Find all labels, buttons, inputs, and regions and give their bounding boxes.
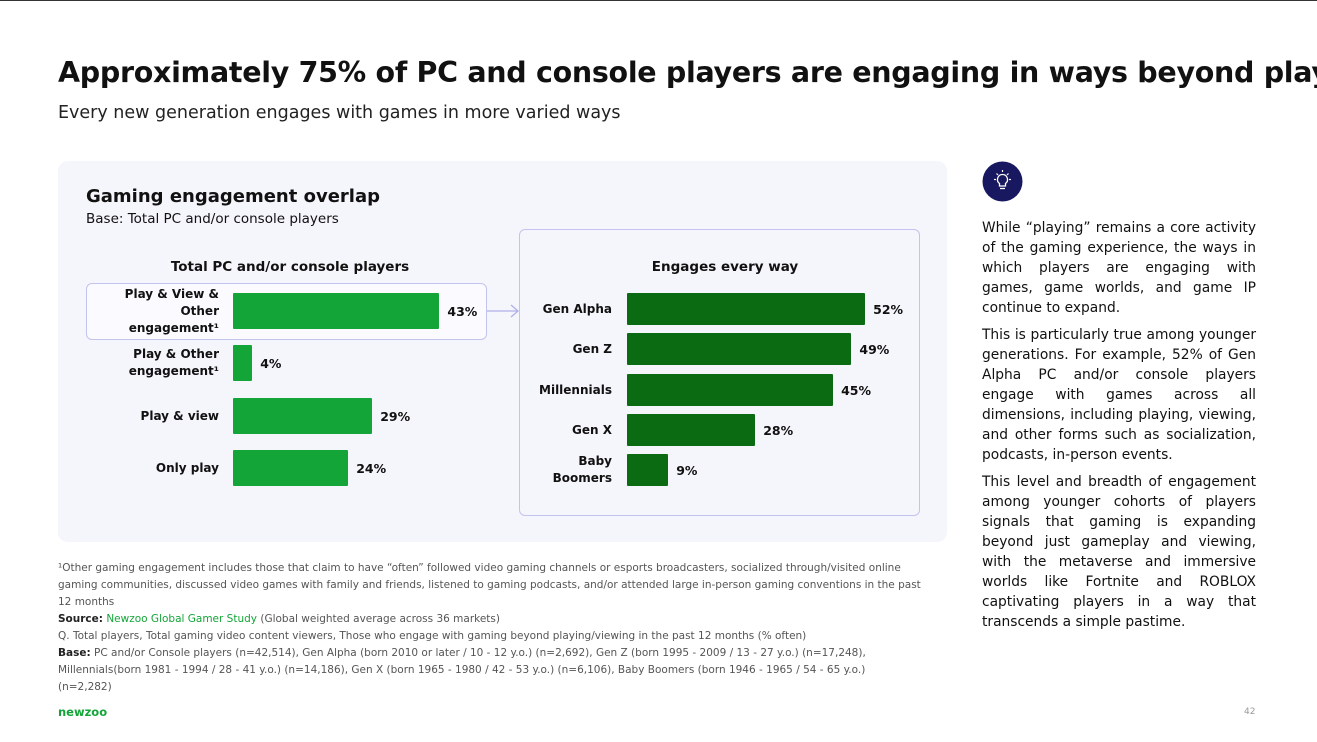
category-label: Gen Z (572, 341, 612, 356)
source-note: (Global weighted average across 36 marke… (260, 613, 500, 625)
bar (233, 450, 349, 486)
bar (627, 414, 756, 446)
logo: newzoo (58, 705, 108, 719)
source-line: Source: Newzoo Global Gamer Study (Globa… (58, 611, 918, 628)
value-label: 24% (356, 460, 387, 476)
value-label: 49% (859, 341, 890, 357)
source-label: Source: (58, 613, 103, 625)
bar (233, 293, 440, 329)
category-label: Play & view (140, 408, 219, 423)
category-label: Baby Boomers (552, 454, 612, 485)
bar (627, 333, 852, 365)
bar (627, 454, 669, 486)
base-label: Base: (58, 647, 91, 659)
paragraph: This level and breadth of engagement amo… (982, 474, 1256, 630)
arrow (487, 304, 519, 318)
paragraph: This is particularly true among younger … (982, 327, 1256, 463)
source-name: Newzoo Global Gamer Study (106, 613, 257, 625)
category-label: Gen Alpha (542, 301, 612, 316)
category-label: Gen X (572, 422, 612, 437)
page-number: 42 (1244, 707, 1256, 717)
chart-title: Total PC and/or console players (170, 259, 410, 275)
source-block: Source: Newzoo Global Gamer Study (Globa… (58, 611, 918, 696)
footnote: ¹Other gaming engagement includes those … (58, 562, 921, 608)
base-text: PC and/or Console players (n=42,514), Ge… (58, 647, 866, 693)
value-label: 45% (841, 382, 872, 398)
question: Q. Total players, Total gaming video con… (58, 630, 807, 642)
value-label: 28% (763, 422, 794, 438)
value-label: 52% (873, 301, 904, 317)
bar (233, 398, 373, 434)
value-label: 29% (380, 408, 411, 424)
category-label: Only play (155, 460, 219, 475)
bar (627, 374, 834, 406)
category-label: Play & Other engagement¹ (128, 347, 219, 378)
generation-box (519, 229, 920, 516)
panel-base: Base: Total PC and/or console players (86, 211, 339, 227)
lightbulb-icon (982, 161, 1023, 202)
slide-subtitle: Every new generation engages with games … (58, 103, 621, 123)
category-label: Play & View & Other engagement¹ (124, 286, 219, 335)
paragraph: While “playing” remains a core activity … (982, 220, 1256, 316)
sidebar-text: While “playing” remains a core activity … (982, 218, 1256, 639)
value-label: 43% (447, 303, 478, 319)
base-line: Base: PC and/or Console players (n=42,51… (58, 645, 918, 696)
bar (627, 293, 866, 325)
chart-title: Engages every way (651, 259, 799, 275)
value-label: 4% (260, 355, 282, 371)
bar (233, 345, 253, 381)
category-label: Millennials (539, 382, 612, 397)
top-rule (0, 0, 1317, 1)
value-label: 9% (676, 462, 698, 478)
panel-title: Gaming engagement overlap (86, 186, 380, 207)
slide-title: Approximately 75% of PC and console play… (58, 56, 1317, 89)
